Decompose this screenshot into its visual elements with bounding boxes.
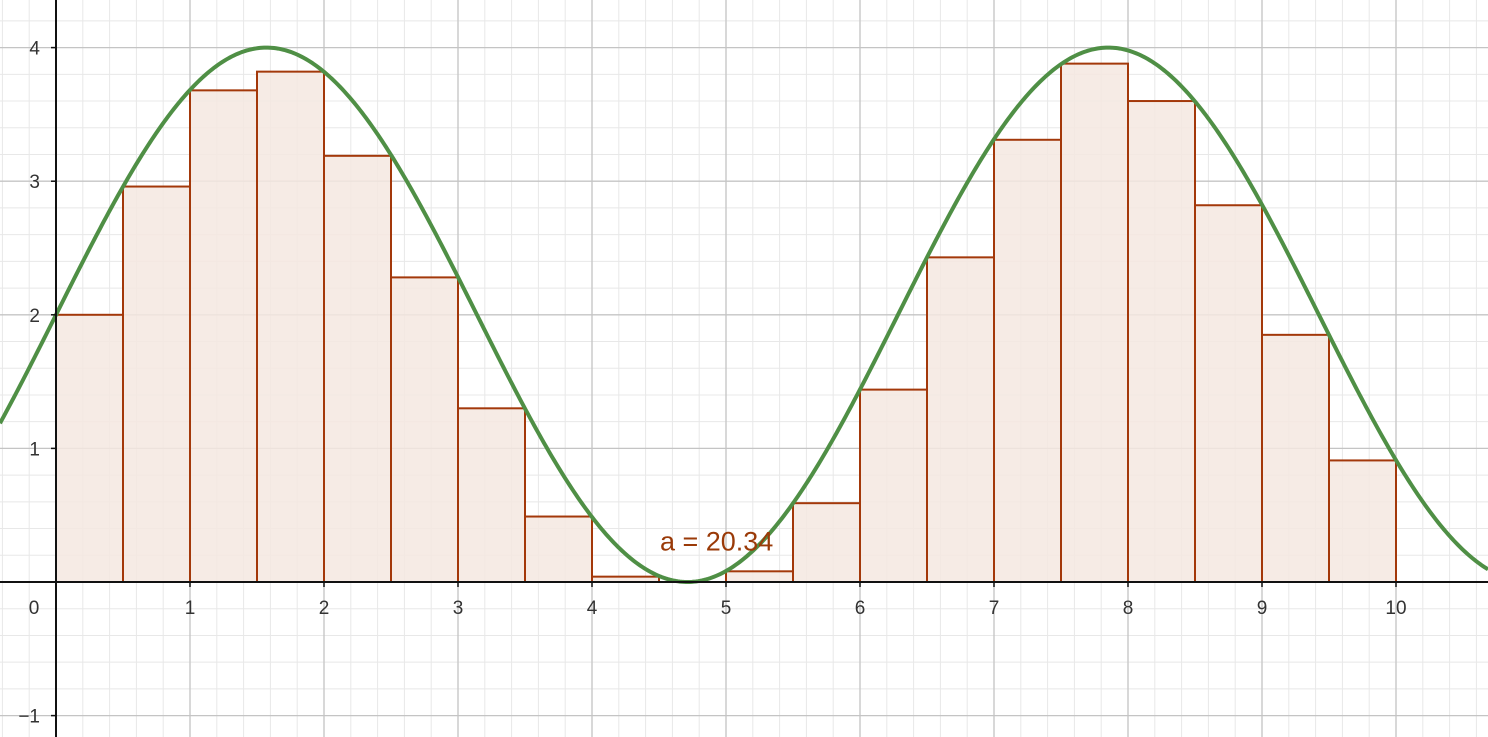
riemann-bar	[122, 185, 191, 583]
y-tick-label: 2	[29, 306, 40, 327]
riemann-bar	[926, 256, 995, 583]
x-tick-label: 0	[29, 598, 40, 619]
x-tick-label: 5	[721, 598, 732, 619]
x-tick-label: 3	[453, 598, 464, 619]
x-tick-label: 9	[1257, 598, 1268, 619]
x-tick-label: 10	[1385, 598, 1406, 619]
riemann-bar	[390, 276, 459, 583]
riemann-bar	[55, 313, 124, 583]
riemann-bar	[993, 138, 1062, 583]
riemann-bar	[725, 570, 794, 584]
riemann-bar	[1127, 100, 1196, 583]
riemann-bar	[524, 515, 593, 584]
riemann-bar	[457, 407, 526, 583]
x-tick-label: 6	[855, 598, 866, 619]
riemann-bar	[256, 70, 325, 583]
y-tick-label: 4	[29, 39, 40, 60]
y-tick-label: 1	[29, 439, 40, 460]
riemann-bar	[189, 89, 258, 584]
x-tick-label: 1	[185, 598, 196, 619]
tick-labels: 0 1 2 3 4 5 6 7 8 9 10 −1 1 2 3 4	[18, 39, 1406, 728]
y-tick-label: 3	[29, 172, 40, 193]
riemann-bar	[859, 388, 928, 583]
riemann-bar	[323, 154, 392, 583]
riemann-bar	[1328, 459, 1397, 584]
riemann-bar	[1060, 62, 1129, 583]
x-tick-label: 4	[587, 598, 598, 619]
riemann-sum-label: a = 20.34	[660, 527, 773, 557]
function-curve	[0, 45, 1488, 585]
y-tick-label: −1	[18, 707, 40, 728]
x-tick-label: 8	[1123, 598, 1134, 619]
x-tick-label: 2	[319, 598, 330, 619]
riemann-bar	[1194, 204, 1263, 584]
x-tick-label: 7	[989, 598, 1000, 619]
riemann-bar	[1261, 333, 1330, 583]
riemann-bar	[792, 502, 861, 583]
